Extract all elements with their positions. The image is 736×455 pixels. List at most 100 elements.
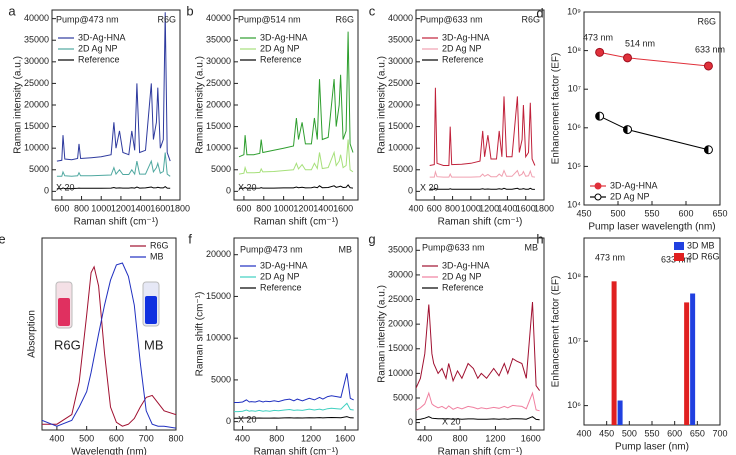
panel-label: d — [536, 5, 543, 20]
vial-liquid — [145, 296, 157, 324]
x-tick-label: 400 — [235, 433, 250, 443]
annotation: MB — [339, 244, 353, 254]
panel-label: c — [369, 3, 376, 18]
legend-label: 3D MB — [687, 240, 715, 250]
x-tick-label: 1600 — [516, 203, 536, 213]
series-line — [234, 402, 354, 413]
panel-label: g — [368, 231, 375, 246]
x-axis-label: Raman shift (cm⁻¹) — [438, 447, 523, 455]
x-axis-label: Raman shift (cm⁻¹) — [74, 217, 159, 228]
y-tick-label: 10⁵ — [567, 161, 581, 171]
annotation: Pump@514 nm — [238, 14, 301, 24]
marker-half — [623, 125, 628, 134]
y-tick-label: 30000 — [388, 269, 413, 279]
x-axis-label: Raman shift (cm⁻¹) — [254, 217, 339, 228]
y-tick-label: 10⁶ — [567, 122, 581, 132]
y-tick-label: 10⁸ — [567, 45, 581, 55]
plot-frame — [583, 237, 721, 426]
x-tick-label: 600 — [109, 433, 124, 443]
y-axis-label: Absorption — [27, 310, 38, 358]
x-tick-label: 400 — [576, 428, 591, 438]
plot-area — [56, 12, 171, 190]
x-tick-label: 550 — [644, 428, 659, 438]
x-tick-label: 600 — [54, 203, 69, 213]
legend-label: Reference — [260, 282, 302, 292]
annotation: 473 nm — [595, 252, 625, 262]
y-tick-label: 15000 — [206, 291, 231, 301]
y-tick-label: 35000 — [388, 245, 413, 255]
x-tick-label: 500 — [610, 208, 625, 218]
y-tick-label: 20000 — [388, 99, 413, 109]
y-tick-label: 0 — [44, 186, 49, 196]
x-tick-label: 1800 — [534, 203, 554, 213]
x-axis-label: Pump laser wavelength (nm) — [588, 222, 715, 233]
x-tick-label: 600 — [678, 208, 693, 218]
marker-half — [704, 145, 709, 154]
series-line — [42, 262, 176, 429]
y-tick-label: 20000 — [206, 249, 231, 259]
legend-label: 2D Ag NP — [610, 191, 650, 201]
x-tick-label: 500 — [79, 433, 94, 443]
y-axis-label: Raman shift (cm⁻¹) — [195, 292, 206, 377]
annotation: R6G — [521, 14, 540, 24]
x-tick-label: 800 — [74, 203, 89, 213]
annotation: 473 nm — [583, 32, 613, 42]
y-tick-label: 20000 — [388, 319, 413, 329]
annotation: X 20 — [238, 182, 257, 192]
annotation: R6G — [697, 16, 716, 26]
legend-label: Reference — [442, 282, 484, 292]
y-tick-label: 0 — [408, 186, 413, 196]
x-tick-label: 800 — [269, 433, 284, 443]
y-tick-label: 40000 — [24, 13, 49, 23]
y-tick-label: 10⁷ — [568, 84, 581, 94]
series-line — [599, 51, 709, 67]
x-tick-label: 1200 — [293, 203, 313, 213]
x-tick-label: 1200 — [485, 433, 505, 443]
marker — [595, 111, 605, 121]
marker — [595, 47, 605, 57]
y-axis-label: Enhancement factor (EF) — [551, 276, 562, 388]
y-axis-label: Raman intensity (a.u.) — [377, 56, 388, 154]
y-tick-label: 5000 — [29, 164, 49, 174]
series-line — [56, 152, 171, 177]
legend-label: R6G — [150, 240, 169, 250]
y-tick-label: 30000 — [24, 56, 49, 66]
bar — [684, 302, 690, 425]
annotation: Pump@473 nm — [240, 244, 303, 254]
legend-label: 3D-Ag-HNA — [260, 32, 308, 42]
bar — [690, 293, 696, 425]
annotation: Pump@633 nm — [422, 242, 485, 252]
x-tick-label: 1200 — [479, 203, 499, 213]
y-tick-label: 15000 — [24, 121, 49, 131]
legend-label: 3D-Ag-HNA — [78, 32, 126, 42]
plot-area — [234, 373, 354, 419]
legend-label: 2D Ag NP — [260, 43, 300, 53]
series-line — [238, 139, 354, 175]
series-line — [56, 185, 171, 190]
marker-half — [595, 112, 600, 121]
x-tick-label: 1600 — [521, 433, 541, 443]
series-line — [238, 31, 354, 158]
annotation: X 20 — [442, 416, 461, 426]
y-tick-label: 35000 — [206, 35, 231, 45]
y-tick-label: 10000 — [24, 143, 49, 153]
x-tick-label: 650 — [712, 208, 727, 218]
legend-label: 3D-Ag-HNA — [442, 260, 490, 270]
y-tick-label: 5000 — [211, 374, 231, 384]
vial-liquid — [58, 298, 70, 326]
series-line — [429, 87, 536, 166]
y-tick-label: 0 — [408, 417, 413, 427]
y-tick-label: 35000 — [24, 35, 49, 45]
y-axis-label: Enhancement factor (EF) — [551, 53, 562, 165]
plot-area — [238, 31, 354, 189]
plot-frame — [41, 237, 177, 431]
legend-swatch — [674, 242, 684, 250]
panel-label: a — [8, 3, 16, 18]
annotation: Pump@473 nm — [56, 14, 119, 24]
bar — [611, 281, 617, 425]
x-tick-label: 1800 — [170, 203, 190, 213]
x-tick-label: 1000 — [274, 203, 294, 213]
x-axis-label: Raman shift (cm⁻¹) — [254, 447, 339, 455]
x-tick-label: 800 — [453, 433, 468, 443]
panel-label: h — [536, 231, 543, 246]
